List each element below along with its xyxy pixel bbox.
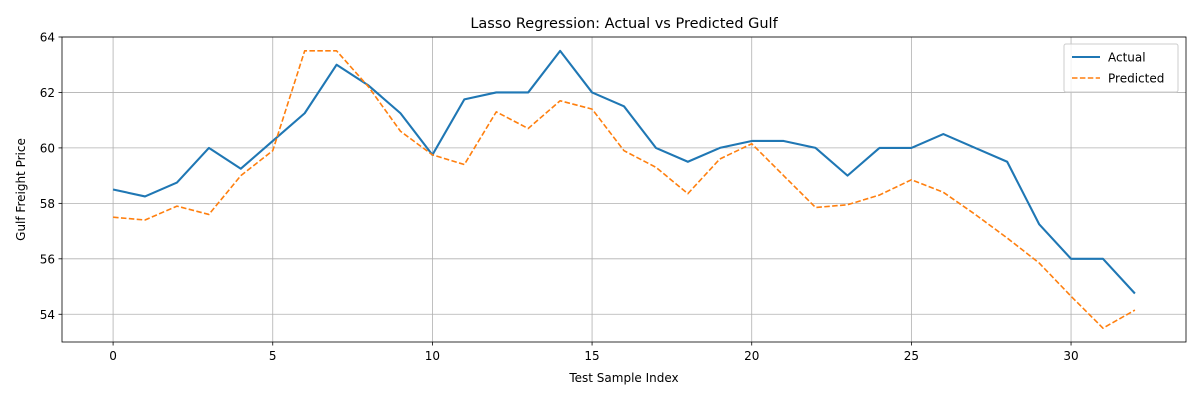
- x-tick-label: 30: [1063, 349, 1078, 363]
- chart-title: Lasso Regression: Actual vs Predicted Gu…: [470, 16, 778, 32]
- series-lines: [112, 49, 1136, 329]
- legend: Actual Predicted: [1063, 43, 1179, 93]
- x-tick-label: 10: [425, 349, 440, 363]
- x-tick-label: 0: [109, 349, 117, 363]
- x-tick-label: 5: [269, 349, 277, 363]
- x-tick-label: 20: [744, 349, 759, 363]
- series-line-actual: [112, 49, 1136, 295]
- y-tick-label: 56: [40, 252, 55, 266]
- y-tick-label: 62: [40, 86, 55, 100]
- y-tick-label: 58: [40, 197, 55, 211]
- series-line-predicted: [113, 50, 1136, 329]
- x-axis: 0 5 10 15 20 25 30: [109, 342, 1079, 363]
- y-axis-label: Gulf Freight Price: [14, 138, 28, 241]
- x-axis-label: Test Sample Index: [568, 371, 678, 385]
- legend-label-predicted: Predicted: [1108, 72, 1164, 86]
- x-tick-label: 15: [584, 349, 599, 363]
- y-axis: 54 56 58 60 62 64: [40, 31, 62, 322]
- x-tick-label: 25: [904, 349, 919, 363]
- legend-label-actual: Actual: [1108, 51, 1146, 65]
- y-tick-label: 60: [40, 141, 55, 155]
- grid-lines: [62, 36, 1186, 342]
- y-tick-label: 64: [40, 31, 55, 45]
- plot-frame: [61, 36, 1187, 343]
- y-tick-label: 54: [40, 308, 55, 322]
